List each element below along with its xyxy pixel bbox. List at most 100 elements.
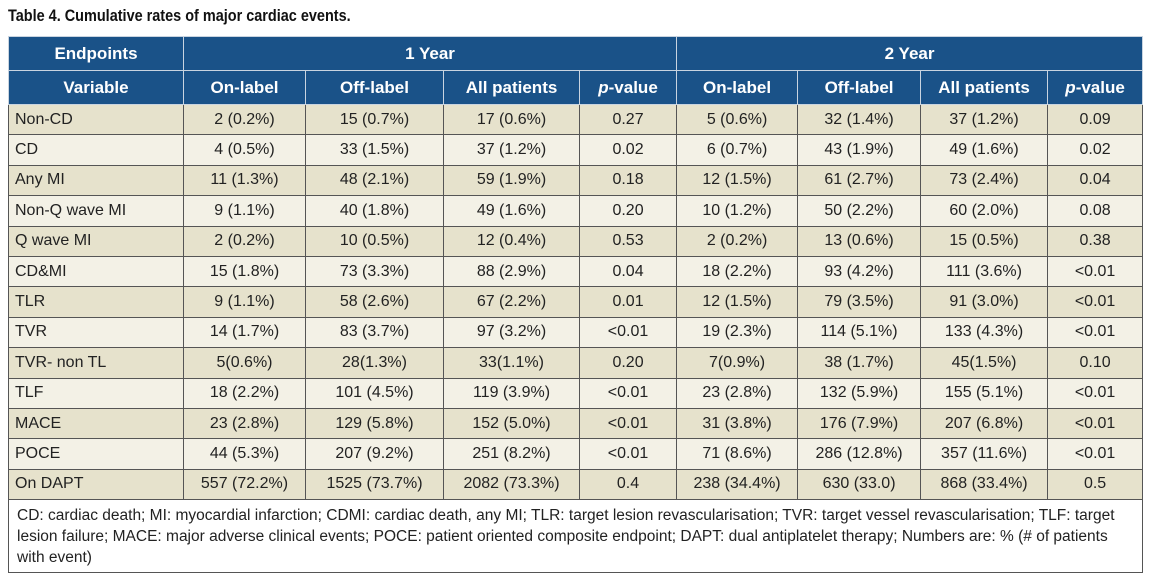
value-cell: 79 (3.5%) — [797, 286, 922, 318]
value-cell: 129 (5.8%) — [305, 407, 444, 440]
value-cell: 73 (2.4%) — [920, 164, 1049, 197]
header-row-groups: Endpoints 1 Year 2 Year — [8, 36, 1144, 71]
value-cell: 33(1.1%) — [443, 347, 580, 379]
variable-cell: POCE — [8, 438, 184, 470]
value-cell: 132 (5.9%) — [797, 377, 922, 409]
value-cell: <0.01 — [578, 438, 678, 470]
value-cell: <0.01 — [1047, 407, 1144, 440]
value-cell: 2 (0.2%) — [183, 225, 306, 257]
value-cell: 0.4 — [578, 468, 678, 501]
value-cell: 12 (1.5%) — [676, 164, 799, 197]
value-cell: 48 (2.1%) — [305, 164, 444, 197]
value-cell: 0.20 — [578, 347, 678, 379]
year1-header: 1 Year — [182, 36, 678, 71]
value-cell: 152 (5.0%) — [443, 407, 580, 440]
table-row: TLF 18 (2.2%) 101 (4.5%) 119 (3.9%) <0.01 23 … — [8, 377, 1144, 409]
column-header: Off-label — [305, 70, 444, 105]
variable-cell: Any MI — [8, 164, 184, 197]
column-header: Off-label — [797, 70, 922, 105]
value-cell: 32 (1.4%) — [797, 103, 922, 136]
value-cell: 9 (1.1%) — [183, 286, 306, 318]
value-cell: 67 (2.2%) — [443, 286, 580, 318]
variable-cell: Q wave MI — [8, 225, 184, 257]
value-cell: 0.5 — [1047, 468, 1144, 501]
variable-cell: TLR — [8, 286, 184, 318]
value-cell: 13 (0.6%) — [797, 225, 922, 257]
table-row: On DAPT 557 (72.2%) 1525 (73.7%) 2082 (73.3… — [8, 468, 1144, 501]
column-header: p-value — [1047, 70, 1144, 105]
header-row-columns: Variable On-label Off-label All patients p-v… — [8, 70, 1144, 105]
value-cell: 0.53 — [578, 225, 678, 257]
value-cell: 31 (3.8%) — [676, 407, 799, 440]
value-cell: 10 (1.2%) — [676, 195, 799, 227]
value-cell: 15 (1.8%) — [183, 255, 306, 288]
variable-cell: CD&MI — [8, 255, 184, 288]
value-cell: 2082 (73.3%) — [443, 468, 580, 501]
value-cell: 119 (3.9%) — [443, 377, 580, 409]
value-cell: 238 (34.4%) — [676, 468, 799, 501]
value-cell: 0.10 — [1047, 347, 1144, 379]
value-cell: 37 (1.2%) — [920, 103, 1049, 136]
value-cell: 44 (5.3%) — [183, 438, 306, 470]
value-cell: 49 (1.6%) — [920, 134, 1049, 166]
table-row: Non-Q wave MI 9 (1.1%) 40 (1.8%) 49 (1.6%) 0… — [8, 195, 1144, 227]
variable-cell: Non-CD — [8, 103, 184, 136]
value-cell: 28(1.3%) — [305, 347, 444, 379]
value-cell: 18 (2.2%) — [183, 377, 306, 409]
value-cell: 5(0.6%) — [183, 347, 306, 379]
value-cell: 868 (33.4%) — [920, 468, 1049, 501]
value-cell: 49 (1.6%) — [443, 195, 580, 227]
year2-header: 2 Year — [676, 36, 1144, 71]
table-row: Non-CD 2 (0.2%) 15 (0.7%) 17 (0.6%) 0.27 5 (0… — [8, 103, 1144, 136]
variable-cell: Non-Q wave MI — [8, 195, 184, 227]
value-cell: 59 (1.9%) — [443, 164, 580, 197]
value-cell: 15 (0.5%) — [920, 225, 1049, 257]
value-cell: 11 (1.3%) — [183, 164, 306, 197]
value-cell: 2 (0.2%) — [183, 103, 306, 136]
table-row: POCE 44 (5.3%) 207 (9.2%) 251 (8.2%) <0.01 71… — [8, 438, 1144, 470]
value-cell: 83 (3.7%) — [305, 316, 444, 349]
value-cell: 45(1.5%) — [920, 347, 1049, 379]
value-cell: 43 (1.9%) — [797, 134, 922, 166]
value-cell: 10 (0.5%) — [305, 225, 444, 257]
value-cell: 101 (4.5%) — [305, 377, 444, 409]
value-cell: 9 (1.1%) — [183, 195, 306, 227]
value-cell: 40 (1.8%) — [305, 195, 444, 227]
variable-cell: TLF — [8, 377, 184, 409]
value-cell: 5 (0.6%) — [676, 103, 799, 136]
value-cell: 0.04 — [1047, 164, 1144, 197]
table-row: TVR 14 (1.7%) 83 (3.7%) 97 (3.2%) <0.01 19 (2… — [8, 316, 1144, 349]
value-cell: 88 (2.9%) — [443, 255, 580, 288]
value-cell: 4 (0.5%) — [183, 134, 306, 166]
value-cell: 18 (2.2%) — [676, 255, 799, 288]
value-cell: 6 (0.7%) — [676, 134, 799, 166]
table-row: CD&MI 15 (1.8%) 73 (3.3%) 88 (2.9%) 0.04 18 (… — [8, 255, 1144, 288]
table-row: CD 4 (0.5%) 33 (1.5%) 37 (1.2%) 0.02 6 (0.7%)… — [8, 134, 1144, 166]
value-cell: 286 (12.8%) — [797, 438, 922, 470]
value-cell: 58 (2.6%) — [305, 286, 444, 318]
value-cell: 207 (9.2%) — [305, 438, 444, 470]
value-cell: 73 (3.3%) — [305, 255, 444, 288]
value-cell: 33 (1.5%) — [305, 134, 444, 166]
cardiac-events-table: Endpoints 1 Year 2 Year Variable On-label… — [7, 36, 1144, 573]
variable-cell: On DAPT — [8, 468, 184, 501]
table-footnote: CD: cardiac death; MI: myocardial infarc… — [7, 499, 1144, 573]
value-cell: 114 (5.1%) — [797, 316, 922, 349]
table-row: TVR- non TL 5(0.6%) 28(1.3%) 33(1.1%) 0.20 7(… — [8, 347, 1144, 379]
column-header: p-value — [578, 70, 678, 105]
value-cell: 19 (2.3%) — [676, 316, 799, 349]
value-cell: 0.02 — [578, 134, 678, 166]
value-cell: 15 (0.7%) — [305, 103, 444, 136]
variable-cell: CD — [8, 134, 184, 166]
value-cell: 71 (8.6%) — [676, 438, 799, 470]
value-cell: 91 (3.0%) — [920, 286, 1049, 318]
value-cell: 207 (6.8%) — [920, 407, 1049, 440]
value-cell: <0.01 — [1047, 286, 1144, 318]
value-cell: 7(0.9%) — [676, 347, 799, 379]
value-cell: 0.38 — [1047, 225, 1144, 257]
value-cell: 0.18 — [578, 164, 678, 197]
table-row: Q wave MI 2 (0.2%) 10 (0.5%) 12 (0.4%) 0.53 2… — [8, 225, 1144, 257]
value-cell: 14 (1.7%) — [183, 316, 306, 349]
column-header: All patients — [920, 70, 1049, 105]
value-cell: 1525 (73.7%) — [305, 468, 444, 501]
